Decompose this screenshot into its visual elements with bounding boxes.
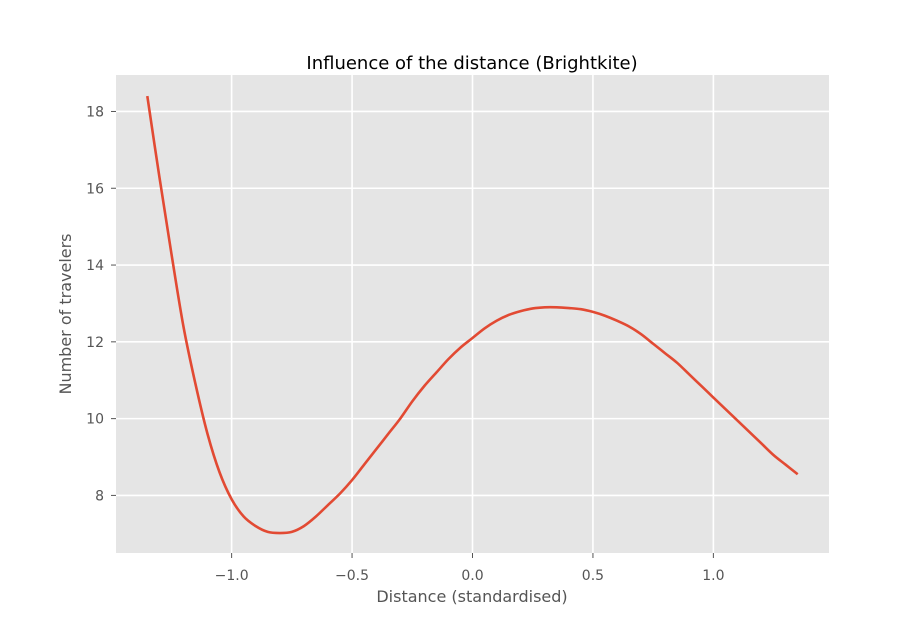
y-tick-label: 18 — [86, 104, 104, 120]
y-tick-label: 8 — [95, 488, 104, 504]
y-axis-label: Number of travelers — [56, 233, 75, 394]
y-tick-label: 14 — [86, 258, 104, 274]
grid-lines — [116, 75, 829, 553]
x-axis-label: Distance (standardised) — [376, 587, 567, 606]
y-tick-label: 12 — [86, 335, 104, 351]
y-tick-label: 16 — [86, 181, 104, 197]
x-tick-label: −1.0 — [215, 568, 249, 584]
x-tick-label: 0.5 — [582, 568, 604, 584]
chart-title: Influence of the distance (Brightkite) — [306, 53, 637, 74]
x-axis-ticks: −1.0 −0.5 0.0 0.5 1.0 — [215, 553, 725, 584]
y-axis-ticks: 8 10 12 14 16 18 — [86, 104, 116, 504]
y-tick-label: 10 — [86, 412, 104, 428]
x-tick-label: −0.5 — [335, 568, 369, 584]
x-tick-label: 1.0 — [702, 568, 724, 584]
x-tick-label: 0.0 — [461, 568, 483, 584]
series-line — [146, 95, 799, 535]
series-layer — [146, 95, 799, 535]
